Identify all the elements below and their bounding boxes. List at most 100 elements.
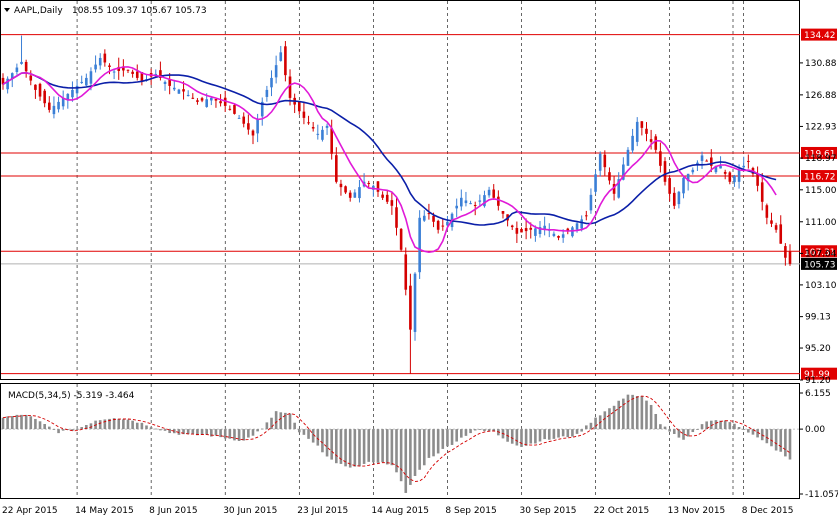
candle-body (172, 87, 176, 90)
moving-averages (2, 66, 777, 254)
candle-body (288, 76, 292, 98)
candle-body (663, 161, 667, 182)
macd-bar (186, 429, 190, 435)
candle-body (436, 220, 440, 230)
candle-body (89, 71, 93, 84)
y-axis-labels: 130.88 126.88 122.93 118.97 115.00 111.00 107.… (800, 59, 838, 500)
level-tag-label: 119.61 (804, 149, 836, 159)
x-tick-label: 8 Dec 2015 (742, 506, 794, 516)
candle-body (210, 97, 213, 101)
candle-body (57, 101, 60, 110)
macd-bar (182, 429, 185, 435)
macd-bar (108, 418, 111, 430)
candle-body (274, 65, 278, 78)
macd-bar (654, 413, 658, 430)
candle-body (645, 128, 648, 134)
macd-bar (196, 429, 199, 436)
candle-body (501, 210, 505, 214)
y-tick-label: 126.88 (805, 91, 837, 101)
candle-body (15, 67, 19, 72)
candle-body (598, 153, 602, 171)
candle-body (561, 234, 565, 238)
ma-slow-line (2, 71, 777, 226)
macd-bar (256, 429, 259, 432)
macd-bar (149, 427, 153, 430)
candle-body (358, 187, 361, 199)
candle-body (575, 223, 579, 230)
macd-bar (395, 429, 398, 473)
candle-body (631, 135, 634, 151)
x-tick-label: 8 Jun 2015 (149, 506, 197, 516)
macd-bar (71, 429, 74, 431)
candle-body (589, 194, 593, 211)
candle-body (126, 69, 130, 71)
macd-bar (557, 429, 560, 438)
candle-body (108, 65, 111, 68)
candle-body (251, 130, 255, 136)
candle-body (265, 89, 269, 97)
macd-bar (728, 422, 732, 430)
candle-body (34, 84, 37, 90)
y-tick-label: 99.13 (805, 313, 831, 323)
macd-bar (85, 425, 88, 430)
candle-body (737, 169, 741, 182)
candle-body (603, 154, 607, 168)
macd-bar (756, 429, 759, 438)
macd-bar (418, 429, 421, 470)
candle-body (654, 136, 658, 150)
macd-bar (547, 429, 551, 440)
macd-bar (747, 429, 750, 433)
macd-bar (131, 420, 134, 430)
macd-bar (441, 429, 445, 449)
last-price-label: 105.73 (804, 260, 836, 270)
candle-body (186, 94, 190, 97)
macd-bar (279, 412, 283, 430)
symbol-dropdown-icon[interactable] (4, 8, 10, 12)
x-tick-label: 22 Oct 2015 (594, 506, 650, 516)
macd-bar (575, 429, 579, 434)
candle-body (497, 196, 500, 206)
candle-body (733, 175, 736, 183)
candle-body (571, 227, 574, 237)
macd-bar (585, 425, 588, 430)
macd-bar (436, 429, 440, 454)
candle-body (38, 83, 42, 97)
candle-body (103, 53, 107, 63)
candle-body (515, 227, 519, 234)
candle-body (200, 98, 204, 101)
candle-body (538, 227, 542, 235)
macd-bar (612, 405, 616, 430)
x-tick-label: 14 May 2015 (75, 506, 134, 516)
macd-bar (376, 429, 380, 463)
macd-bar (274, 411, 278, 430)
macd-bar (543, 429, 546, 440)
candle-body (566, 228, 570, 231)
y-tick-label: 95.20 (805, 344, 831, 354)
macd-bar (163, 429, 167, 431)
candle-body (71, 89, 74, 98)
macd-bar (321, 429, 324, 453)
candle-body (788, 251, 792, 264)
candle-body (714, 165, 718, 173)
ma-fast-line (2, 66, 777, 254)
symbol-label[interactable]: AAPL,Daily (14, 6, 63, 16)
macd-bar (122, 419, 125, 430)
candle-body (723, 171, 727, 174)
macd-bar (339, 429, 343, 464)
macd-bar (219, 429, 222, 438)
candle-body (325, 125, 329, 128)
candle-body (284, 46, 287, 76)
macd-bar (510, 429, 514, 444)
macd-bar (737, 426, 741, 430)
y-tick-label: 130.88 (805, 59, 837, 69)
candle-body (297, 101, 301, 112)
candle-body (385, 194, 389, 202)
x-axis-labels: 22 Apr 2015 14 May 2015 8 Jun 2015 30 Jun 2… (2, 506, 793, 516)
macd-bar (696, 429, 699, 430)
macd-signal-line (2, 395, 791, 482)
macd-bar (358, 429, 361, 467)
y-tick-label: 118.97 (805, 154, 837, 164)
candle-body (66, 93, 70, 100)
macd-bar (260, 428, 264, 430)
level-tag (801, 28, 837, 41)
